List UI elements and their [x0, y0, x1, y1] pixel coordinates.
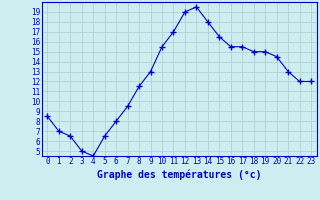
X-axis label: Graphe des températures (°c): Graphe des températures (°c): [97, 169, 261, 180]
